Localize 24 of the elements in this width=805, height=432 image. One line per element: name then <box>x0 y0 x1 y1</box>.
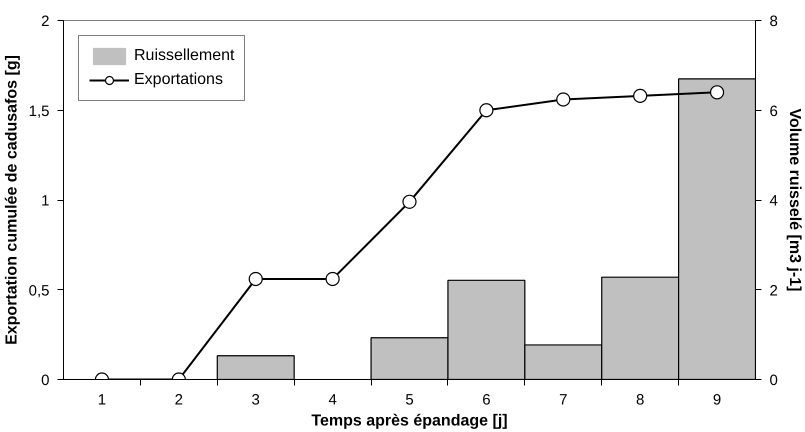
y2-tick-label: 2 <box>770 282 778 300</box>
x-tick-label: 4 <box>328 392 337 408</box>
y2-axis-title: Volume ruisselé [m3 j-1] <box>786 108 803 292</box>
y-tick-label: 1,5 <box>28 102 50 120</box>
x-tick-label: 3 <box>252 392 260 408</box>
x-tick-label: 9 <box>712 392 722 408</box>
y-tick-label: 0 <box>41 372 50 389</box>
y-tick-label: 0,5 <box>28 282 50 300</box>
x-axis-title: Temps après épandage [j] <box>311 412 508 430</box>
x-tick-label: 2 <box>174 392 184 408</box>
legend-label: Exportations <box>134 71 223 89</box>
y-tick-label: 2 <box>41 13 50 30</box>
y-axis-title: Exportation cumulée de cadusafos [g] <box>4 55 21 345</box>
y2-tick-label: 8 <box>770 13 778 30</box>
x-tick-label: 7 <box>559 392 568 408</box>
x-tick-label: 6 <box>482 392 491 408</box>
y2-tick-label: 0 <box>770 372 778 389</box>
legend-label: Ruissellement <box>134 47 234 65</box>
x-tick-label: 8 <box>636 392 644 408</box>
y2-tick-label: 6 <box>770 102 778 120</box>
y2-tick-label: 4 <box>770 192 778 210</box>
y-tick-label: 1 <box>41 192 50 210</box>
x-tick-label: 1 <box>98 392 106 408</box>
x-tick-label: 5 <box>405 392 414 408</box>
